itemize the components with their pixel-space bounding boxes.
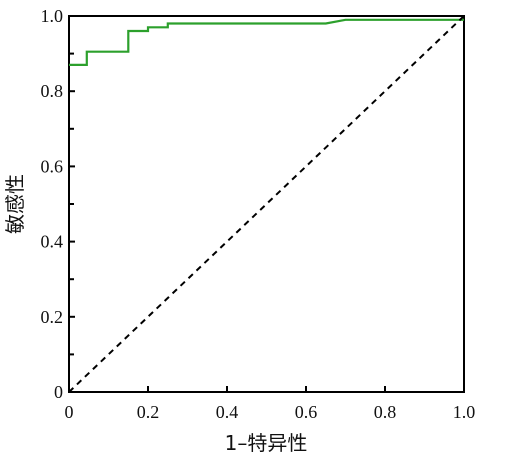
x-tick-label: 0.2 bbox=[137, 402, 160, 422]
x-tick-label: 0.6 bbox=[295, 402, 318, 422]
roc-curve-line bbox=[69, 18, 464, 66]
series-layer bbox=[68, 15, 465, 393]
reference-diagonal-line bbox=[68, 15, 465, 393]
x-tick-label: 0.8 bbox=[374, 402, 397, 422]
y-tick-label: 0.8 bbox=[41, 81, 64, 101]
x-tick-label: 1.0 bbox=[453, 402, 476, 422]
x-tick-label: 0.4 bbox=[216, 402, 239, 422]
y-axis-title: 敏感性 bbox=[3, 174, 27, 234]
y-tick-label: 0 bbox=[54, 382, 63, 402]
y-tick-labels: 0 0.2 0.4 0.6 0.8 1.0 bbox=[41, 6, 64, 402]
x-tick-label: 0 bbox=[65, 402, 74, 422]
x-tick-labels: 0 0.2 0.4 0.6 0.8 1.0 bbox=[65, 402, 476, 422]
tick-marks bbox=[68, 15, 465, 393]
y-tick-label: 0.6 bbox=[41, 156, 64, 176]
y-tick-label: 0.2 bbox=[41, 307, 64, 327]
y-tick-label: 1.0 bbox=[41, 6, 64, 26]
x-axis-title: 1–特异性 bbox=[225, 431, 308, 455]
y-tick-label: 0.4 bbox=[41, 232, 64, 252]
